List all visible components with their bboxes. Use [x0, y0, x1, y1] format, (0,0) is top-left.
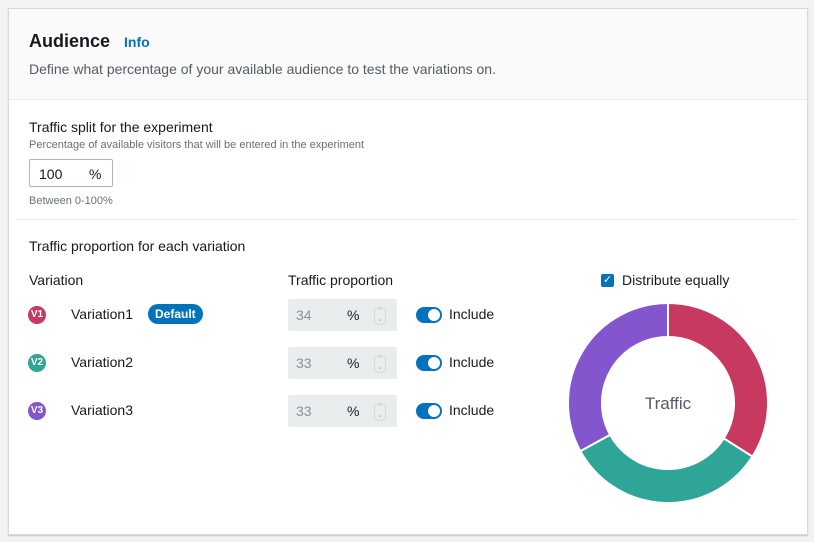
default-badge: Default: [148, 304, 203, 324]
traffic-donut-chart: Traffic: [567, 301, 769, 504]
variation-badge: V1: [28, 306, 46, 324]
proportion-label: Traffic proportion for each variation: [29, 238, 246, 254]
traffic-split-input[interactable]: 100 %: [29, 159, 113, 187]
traffic-proportion-input[interactable]: 33 % ⌃ ⌄: [288, 347, 397, 379]
donut-center-label: Traffic: [645, 394, 692, 413]
include-label: Include: [449, 402, 495, 418]
variation-row: V3 Variation3 33 % ⌃ ⌄ Include: [9, 395, 529, 427]
panel-title: Audience: [29, 31, 111, 51]
include-label: Include: [449, 354, 495, 370]
variation-name: Variation2: [71, 354, 134, 370]
variation-name: Variation1: [71, 306, 134, 322]
variation-name: Variation3: [71, 402, 134, 418]
info-link[interactable]: Info: [124, 34, 150, 50]
variation-badge: V2: [28, 354, 46, 372]
spinner-icon[interactable]: ⌃ ⌄: [374, 307, 386, 325]
traffic-split-value: 100: [39, 166, 63, 182]
variation-row: V2 Variation2 33 % ⌃ ⌄ Include: [9, 347, 529, 379]
spinner-icon[interactable]: ⌃ ⌄: [374, 403, 386, 421]
checkbox-checked-icon: ✓: [601, 274, 614, 287]
proportion-value: 34: [296, 307, 312, 323]
distribute-equally-label: Distribute equally: [622, 272, 730, 288]
percent-unit: %: [347, 403, 360, 419]
divider: [17, 219, 797, 220]
traffic-proportion-input[interactable]: 33 % ⌃ ⌄: [288, 395, 397, 427]
include-toggle[interactable]: [416, 355, 442, 371]
percent-unit: %: [89, 166, 102, 182]
spinner-icon[interactable]: ⌃ ⌄: [374, 355, 386, 373]
donut-slice-variation3: [567, 301, 669, 453]
include-label: Include: [449, 306, 495, 322]
panel-description: Define what percentage of your available…: [29, 61, 496, 77]
panel-header: Audience Info Define what percentage of …: [9, 9, 807, 100]
traffic-split-label: Traffic split for the experiment: [29, 119, 213, 135]
include-toggle[interactable]: [416, 307, 442, 323]
percent-unit: %: [347, 355, 360, 371]
proportion-value: 33: [296, 355, 312, 371]
traffic-proportion-input[interactable]: 34 % ⌃ ⌄: [288, 299, 397, 331]
variation-badge: V3: [28, 402, 46, 420]
variation-column-header: Variation: [29, 272, 84, 288]
variation-row: V1 Variation1 Default 34 % ⌃ ⌄ Include: [9, 299, 529, 331]
include-toggle[interactable]: [416, 403, 442, 419]
donut-slice-variation2: [579, 433, 754, 504]
traffic-column-header: Traffic proportion: [288, 272, 394, 288]
donut-slice-variation1: [667, 301, 769, 458]
audience-panel: Audience Info Define what percentage of …: [8, 8, 808, 535]
proportion-value: 33: [296, 403, 312, 419]
percent-unit: %: [347, 307, 360, 323]
traffic-split-hint: Percentage of available visitors that wi…: [29, 139, 365, 151]
traffic-split-constraint: Between 0-100%: [29, 195, 113, 207]
